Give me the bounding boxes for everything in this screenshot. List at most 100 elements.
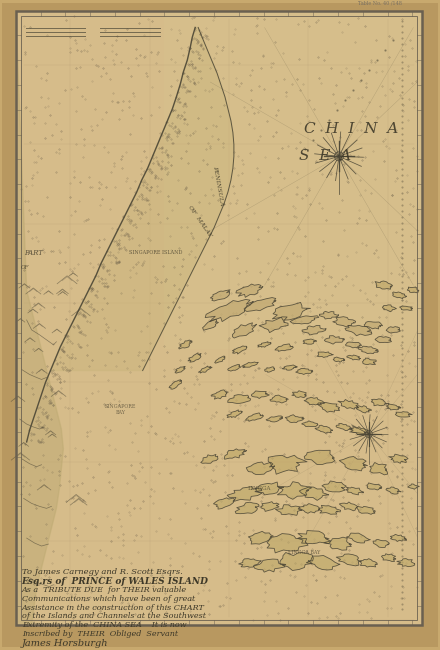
Polygon shape xyxy=(259,317,288,333)
Polygon shape xyxy=(375,337,392,343)
Polygon shape xyxy=(364,322,383,329)
Text: OF  MALAY: OF MALAY xyxy=(187,204,213,237)
Text: PENINSULA: PENINSULA xyxy=(212,166,224,207)
Polygon shape xyxy=(408,484,419,489)
Polygon shape xyxy=(373,540,389,547)
Polygon shape xyxy=(290,316,319,324)
Polygon shape xyxy=(179,340,192,349)
Text: James Horsburgh: James Horsburgh xyxy=(22,639,108,648)
Text: As a  TRIBUTE DUE  for THEIR valuable: As a TRIBUTE DUE for THEIR valuable xyxy=(22,586,187,593)
Polygon shape xyxy=(299,504,319,514)
Polygon shape xyxy=(280,552,313,571)
Polygon shape xyxy=(392,292,407,298)
Polygon shape xyxy=(227,365,241,371)
Polygon shape xyxy=(202,319,218,330)
Polygon shape xyxy=(238,558,261,567)
Polygon shape xyxy=(370,463,388,475)
Polygon shape xyxy=(306,556,340,570)
Polygon shape xyxy=(386,404,400,410)
Polygon shape xyxy=(319,311,338,319)
Polygon shape xyxy=(236,284,263,297)
Polygon shape xyxy=(358,346,378,354)
Polygon shape xyxy=(282,365,297,370)
Polygon shape xyxy=(407,287,419,292)
Polygon shape xyxy=(302,326,326,335)
Text: LINGGA BAY: LINGGA BAY xyxy=(288,551,320,556)
Polygon shape xyxy=(324,335,345,344)
Polygon shape xyxy=(266,416,282,422)
Polygon shape xyxy=(382,305,396,312)
Polygon shape xyxy=(242,362,258,368)
Polygon shape xyxy=(356,506,375,514)
Polygon shape xyxy=(253,559,286,572)
Polygon shape xyxy=(272,302,310,320)
Text: SINGAPORE ISLAND: SINGAPORE ISLAND xyxy=(129,250,182,255)
Polygon shape xyxy=(356,406,371,413)
Polygon shape xyxy=(175,367,185,373)
Polygon shape xyxy=(319,506,341,514)
Polygon shape xyxy=(336,423,352,430)
Polygon shape xyxy=(267,534,308,553)
Text: Table No. 40 /148: Table No. 40 /148 xyxy=(359,1,403,6)
Polygon shape xyxy=(304,397,324,405)
Polygon shape xyxy=(317,352,333,358)
Polygon shape xyxy=(297,530,331,543)
Polygon shape xyxy=(51,27,234,370)
Polygon shape xyxy=(169,380,181,389)
Text: To James Carnegy and R. Scott Esqrs.: To James Carnegy and R. Scott Esqrs. xyxy=(22,568,183,576)
Bar xyxy=(2,625,438,647)
Polygon shape xyxy=(386,326,400,333)
Polygon shape xyxy=(275,344,293,352)
Text: Assistance in the construction of this CHART: Assistance in the construction of this C… xyxy=(22,604,205,612)
Polygon shape xyxy=(198,366,212,373)
Text: C  H  I  N  A: C H I N A xyxy=(304,122,399,136)
Polygon shape xyxy=(227,487,262,501)
Polygon shape xyxy=(210,290,230,301)
Text: of the Islands and Channels at the Southwest: of the Islands and Channels at the South… xyxy=(22,612,206,621)
Polygon shape xyxy=(303,339,317,344)
Polygon shape xyxy=(317,402,340,412)
Polygon shape xyxy=(375,281,392,289)
Text: Inscribed by  THEIR  Obliged  Servant: Inscribed by THEIR Obliged Servant xyxy=(22,630,178,638)
Text: Esq.rs of  PRINCE of WALES ISLAND: Esq.rs of PRINCE of WALES ISLAND xyxy=(22,577,209,586)
Polygon shape xyxy=(333,317,356,327)
Polygon shape xyxy=(261,502,279,512)
Text: S  E  A: S E A xyxy=(299,150,352,163)
Polygon shape xyxy=(265,367,275,372)
Polygon shape xyxy=(255,482,283,495)
Polygon shape xyxy=(227,395,251,404)
Polygon shape xyxy=(232,346,247,354)
Polygon shape xyxy=(296,369,313,374)
Polygon shape xyxy=(304,450,335,465)
Polygon shape xyxy=(251,391,269,398)
Polygon shape xyxy=(390,534,407,541)
Polygon shape xyxy=(396,411,412,417)
Polygon shape xyxy=(268,455,307,474)
Polygon shape xyxy=(339,502,358,511)
Polygon shape xyxy=(245,298,276,311)
Polygon shape xyxy=(389,454,408,463)
Polygon shape xyxy=(336,554,361,566)
Polygon shape xyxy=(224,449,246,460)
Polygon shape xyxy=(285,415,304,422)
Text: Extremity of the  CHINA SEA    It is now: Extremity of the CHINA SEA It is now xyxy=(22,621,186,629)
Polygon shape xyxy=(215,356,225,363)
Polygon shape xyxy=(270,395,288,403)
Polygon shape xyxy=(371,399,389,406)
Polygon shape xyxy=(345,342,362,348)
Polygon shape xyxy=(360,559,378,567)
Polygon shape xyxy=(16,10,63,625)
Polygon shape xyxy=(232,323,257,338)
Text: Communications which have been of great: Communications which have been of great xyxy=(22,595,195,603)
Polygon shape xyxy=(315,425,333,434)
Polygon shape xyxy=(347,355,360,360)
Polygon shape xyxy=(277,482,312,499)
Bar xyxy=(422,3,438,647)
Polygon shape xyxy=(188,353,201,362)
Polygon shape xyxy=(213,498,235,509)
Polygon shape xyxy=(346,533,370,543)
Polygon shape xyxy=(349,426,368,436)
Text: LINGGA: LINGGA xyxy=(248,486,271,491)
Polygon shape xyxy=(367,483,382,490)
Polygon shape xyxy=(299,487,329,501)
